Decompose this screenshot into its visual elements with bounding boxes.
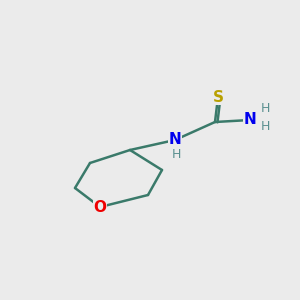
Text: N: N [244,112,256,128]
Text: H: H [171,148,181,161]
Text: S: S [212,89,224,104]
Text: H: H [260,119,270,133]
Text: N: N [169,133,182,148]
Text: H: H [260,101,270,115]
Text: O: O [94,200,106,214]
